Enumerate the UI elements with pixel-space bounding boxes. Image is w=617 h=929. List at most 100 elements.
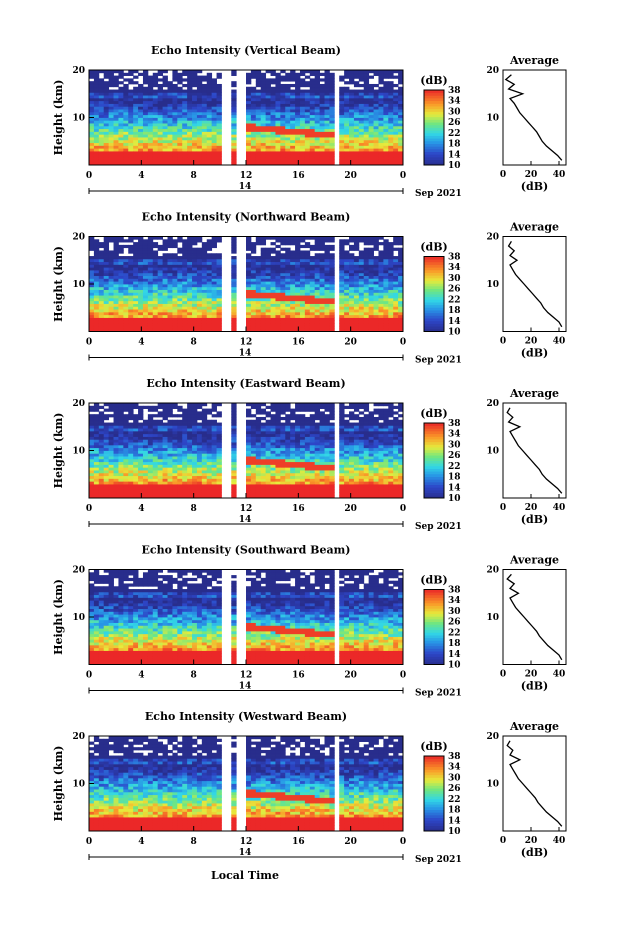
heatmap-cell (177, 422, 183, 426)
heatmap-cell (147, 475, 154, 479)
heatmap-cell (118, 131, 124, 135)
heatmap-cell (93, 439, 100, 443)
heatmap-cell (147, 114, 154, 118)
heatmap-cell (246, 120, 252, 124)
heatmap-cell (299, 131, 306, 135)
heatmap-cell (246, 103, 252, 107)
colorbar-tick-label: 22 (448, 295, 461, 305)
heatmap-cell (211, 239, 217, 243)
heatmap-cell (182, 447, 188, 451)
heatmap-cell (118, 444, 124, 449)
heatmap-cell (108, 478, 114, 482)
heatmap-cell (201, 156, 208, 160)
heatmap-cell (314, 131, 320, 135)
heatmap-cell (231, 309, 237, 313)
heatmap-cell (353, 117, 360, 121)
heatmap-cell (324, 109, 330, 113)
heatmap-cell (309, 258, 316, 263)
heatmap-cell (363, 70, 370, 74)
heatmap-cell (363, 323, 370, 327)
heatmap-cell (123, 439, 129, 443)
heatmap-cell (260, 286, 267, 290)
heatmap-cell (314, 75, 320, 79)
heatmap-cell (255, 100, 262, 104)
heatmap-cell (344, 106, 350, 110)
heatmap-cell (368, 142, 374, 146)
x-tick-label: 0 (86, 338, 92, 348)
heatmap-cell (182, 111, 188, 116)
heatmap-cell (196, 134, 203, 138)
heatmap-cell (319, 128, 325, 132)
heatmap-cell (103, 75, 110, 79)
heatmap-cell (250, 453, 257, 457)
heatmap-cell (177, 284, 183, 288)
heatmap-cell (177, 286, 183, 290)
heatmap-cell (398, 117, 404, 121)
heatmap-cell (388, 309, 394, 313)
heatmap-cell (211, 428, 217, 432)
heatmap-cell (167, 475, 173, 479)
heatmap-cell (250, 419, 257, 423)
heatmap-cell (246, 142, 252, 146)
colorbar-segment (424, 103, 444, 107)
heatmap-cell (123, 458, 129, 463)
heatmap-cell (285, 97, 291, 102)
heatmap-cell (373, 142, 379, 146)
heatmap-cell (339, 125, 345, 130)
heatmap-cell (142, 430, 149, 435)
heatmap-cell (152, 295, 159, 299)
heatmap-cell (280, 100, 286, 104)
heatmap-cell (123, 103, 129, 107)
colorbar-tick-label: 14 (448, 150, 461, 160)
heatmap-cell (295, 86, 301, 90)
heatmap-cell (157, 114, 163, 118)
heatmap-cell (339, 137, 345, 141)
heatmap-cell (246, 458, 252, 463)
heatmap-cell (123, 114, 129, 118)
heatmap-cell (329, 120, 335, 124)
heatmap-cell (177, 414, 183, 418)
heatmap-cell (201, 123, 208, 127)
heatmap-cell (93, 489, 100, 493)
heatmap-cell (231, 244, 237, 249)
heatmap-cell (133, 439, 139, 443)
heatmap-cell (353, 81, 360, 85)
heatmap-cell (344, 95, 350, 99)
heatmap-cell (339, 289, 345, 293)
heatmap-cell (187, 470, 193, 474)
heatmap-cell (290, 123, 296, 127)
heatmap-cell (108, 256, 114, 260)
heatmap-cell (393, 267, 399, 271)
heatmap-cell (142, 153, 149, 158)
heatmap-cell (138, 89, 144, 93)
heatmap-cell (182, 72, 188, 76)
heatmap-cell (275, 267, 281, 271)
heatmap-cell (167, 123, 173, 127)
heatmap-cell (231, 405, 237, 409)
heatmap-cell (128, 414, 134, 418)
heatmap-cell (167, 295, 173, 299)
heatmap-cell (270, 123, 276, 127)
heatmap-cell (113, 306, 119, 310)
heatmap-cell (206, 134, 213, 138)
heatmap-cell (290, 317, 296, 321)
heatmap-cell (314, 317, 320, 321)
heatmap-cell (339, 111, 345, 116)
heatmap-cell (147, 270, 154, 274)
heatmap-cell (192, 433, 198, 437)
heatmap-cell (211, 472, 217, 477)
heatmap-cell (89, 95, 95, 99)
colorbar-segment (424, 135, 444, 139)
heatmap-cell (363, 311, 370, 316)
heatmap-cell (196, 286, 203, 290)
heatmap-cell (108, 311, 114, 316)
heatmap-cell (103, 289, 110, 293)
colorbar-segment (424, 154, 444, 158)
heatmap-cell (192, 272, 198, 277)
heatmap-cell (192, 464, 198, 468)
heatmap-cell (368, 92, 374, 96)
heatmap-cell (138, 436, 144, 440)
heatmap-cell (142, 128, 149, 132)
heatmap-cell (196, 405, 203, 409)
heatmap-cell (182, 433, 188, 437)
